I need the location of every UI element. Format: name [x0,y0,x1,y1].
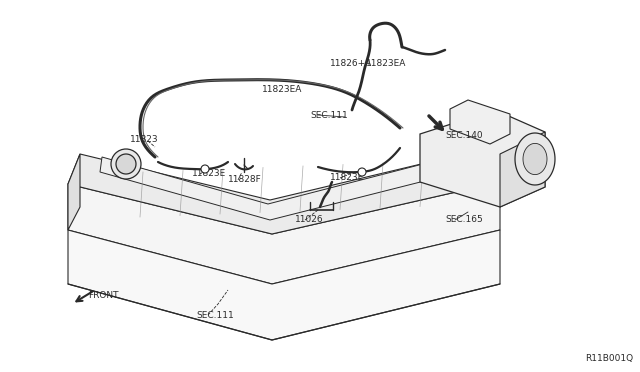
Text: 11823E: 11823E [330,173,364,183]
Circle shape [201,165,209,173]
Text: SEC.111: SEC.111 [310,110,348,119]
Text: SEC.140: SEC.140 [445,131,483,140]
Text: 11826+A: 11826+A [330,60,372,68]
Polygon shape [515,133,555,185]
Polygon shape [68,182,500,284]
Text: 11823EA: 11823EA [366,60,406,68]
Polygon shape [68,230,500,340]
Text: 11026: 11026 [295,215,324,224]
Polygon shape [100,157,460,220]
Circle shape [358,168,366,176]
Circle shape [116,154,136,174]
Circle shape [111,149,141,179]
Text: SEC.111: SEC.111 [196,311,234,320]
Polygon shape [68,150,500,234]
Text: FRONT: FRONT [88,292,118,301]
Text: SEC.165: SEC.165 [445,215,483,224]
Polygon shape [500,132,545,207]
Polygon shape [450,100,510,144]
Text: 11823: 11823 [130,135,159,144]
Polygon shape [523,143,547,174]
Text: 11823EA: 11823EA [262,84,302,93]
Text: R11B001Q: R11B001Q [585,353,633,362]
Polygon shape [68,154,80,230]
Polygon shape [420,110,545,207]
Text: 11823E: 11823E [192,170,227,179]
Text: 11828F: 11828F [228,176,262,185]
